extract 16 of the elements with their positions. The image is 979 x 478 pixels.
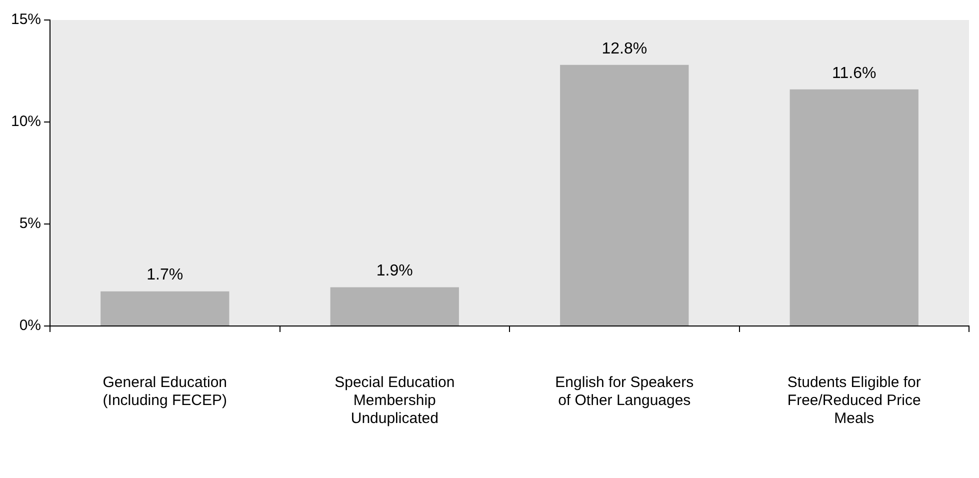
y-tick-label: 15%	[10, 11, 42, 28]
y-tick-label: 10%	[10, 113, 42, 130]
y-tick-label: 0%	[19, 317, 42, 334]
y-tick-label: 5%	[19, 215, 42, 232]
bar	[560, 64, 689, 326]
x-tick-label: Special Education Membership Unduplicated	[334, 374, 455, 428]
x-tick-label: Students Eligible for Free/Reduced Price Meals	[787, 374, 921, 428]
x-tick-label: English for Speakers of Other Languages	[555, 374, 694, 410]
data-label: 1.7%	[146, 266, 184, 284]
x-tick-label: General Education (Including FECEP)	[102, 374, 228, 410]
data-label: 12.8%	[602, 40, 648, 58]
bar	[330, 287, 459, 326]
bar	[100, 291, 230, 326]
bar	[790, 89, 918, 326]
data-label: 11.6%	[832, 64, 876, 82]
data-label: 1.9%	[376, 262, 413, 280]
